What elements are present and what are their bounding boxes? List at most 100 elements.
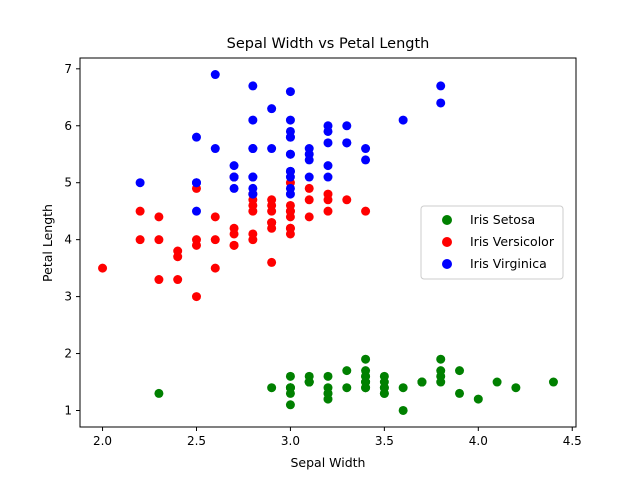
data-point-series-1 (304, 212, 314, 222)
data-point-series-2 (398, 115, 408, 125)
data-point-series-0 (436, 371, 446, 381)
data-point-series-2 (210, 144, 220, 154)
data-point-series-2 (285, 132, 295, 142)
data-point-series-2 (285, 172, 295, 182)
data-point-series-2 (191, 206, 201, 216)
data-point-series-2 (323, 138, 333, 148)
y-axis-label: Petal Length (40, 204, 55, 282)
data-point-series-1 (267, 257, 277, 267)
data-point-series-0 (548, 377, 558, 387)
x-tick-label: 2.0 (93, 434, 112, 448)
chart-title: Sepal Width vs Petal Length (227, 36, 430, 52)
data-point-series-1 (135, 206, 145, 216)
data-point-series-0 (455, 366, 465, 376)
data-point-series-1 (323, 189, 333, 199)
data-point-series-2 (229, 172, 239, 182)
data-point-series-0 (436, 354, 446, 364)
data-point-series-2 (323, 161, 333, 171)
data-point-series-0 (361, 377, 371, 387)
data-point-series-0 (285, 371, 295, 381)
data-point-series-2 (285, 189, 295, 199)
data-point-series-0 (379, 371, 389, 381)
data-point-series-2 (248, 115, 258, 125)
data-point-series-1 (135, 235, 145, 245)
data-point-series-0 (323, 383, 333, 393)
data-point-series-2 (436, 98, 446, 108)
data-point-series-2 (361, 155, 371, 165)
data-point-series-0 (455, 388, 465, 398)
axis-ticks: 2.0 2.5 3.0 3.5 4.0 4.5 1 2 3 4 5 6 7 (64, 62, 581, 448)
data-point-series-1 (191, 235, 201, 245)
data-point-series-2 (285, 115, 295, 125)
data-point-series-0 (511, 383, 521, 393)
data-point-series-0 (379, 388, 389, 398)
data-point-series-2 (342, 121, 352, 131)
data-point-series-1 (304, 183, 314, 193)
x-tick-label: 4.5 (563, 434, 582, 448)
data-point-series-2 (436, 81, 446, 91)
data-point-series-0 (285, 383, 295, 393)
data-point-series-0 (285, 400, 295, 410)
x-axis-label: Sepal Width (291, 455, 366, 470)
data-point-series-1 (229, 223, 239, 233)
plot-area-frame (79, 57, 577, 428)
data-point-series-0 (304, 377, 314, 387)
data-point-series-1 (173, 252, 183, 262)
y-tick-label: 2 (64, 347, 72, 361)
data-point-series-1 (267, 218, 277, 228)
data-point-series-0 (342, 383, 352, 393)
data-point-series-2 (361, 144, 371, 154)
x-tick-label: 3.5 (375, 434, 394, 448)
data-point-series-0 (398, 405, 408, 415)
data-point-series-0 (342, 366, 352, 376)
data-point-series-2 (267, 144, 277, 154)
data-point-series-1 (285, 223, 295, 233)
data-point-series-1 (304, 195, 314, 205)
data-point-series-2 (304, 155, 314, 165)
data-point-series-1 (210, 212, 220, 222)
y-tick-label: 7 (64, 62, 72, 76)
x-tick-label: 4.0 (469, 434, 488, 448)
data-point-series-0 (154, 388, 164, 398)
data-point-series-1 (229, 240, 239, 250)
data-point-series-2 (210, 70, 220, 80)
y-tick-label: 4 (64, 233, 72, 247)
data-point-series-0 (398, 383, 408, 393)
data-point-series-1 (154, 212, 164, 222)
data-point-series-1 (98, 263, 108, 273)
data-point-series-1 (323, 206, 333, 216)
y-tick-label: 6 (64, 119, 72, 133)
data-point-series-1 (191, 292, 201, 302)
data-point-series-2 (323, 172, 333, 182)
x-tick-label: 2.5 (187, 434, 206, 448)
data-point-series-2 (304, 172, 314, 182)
data-point-series-1 (154, 235, 164, 245)
data-point-series-2 (285, 149, 295, 159)
data-point-series-1 (285, 200, 295, 210)
data-point-series-2 (248, 172, 258, 182)
data-point-series-1 (248, 229, 258, 239)
data-point-series-2 (304, 144, 314, 154)
data-point-series-1 (210, 263, 220, 273)
y-tick-label: 1 (64, 403, 72, 417)
data-point-series-2 (191, 178, 201, 188)
data-point-series-0 (492, 377, 502, 387)
data-point-series-0 (323, 371, 333, 381)
legend-marker-virginica (442, 259, 452, 269)
data-point-series-1 (173, 275, 183, 285)
legend-label-versicolor: Iris Versicolor (470, 234, 555, 249)
data-point-series-2 (285, 87, 295, 97)
data-point-series-1 (248, 206, 258, 216)
data-point-series-2 (191, 132, 201, 142)
legend-box (420, 205, 564, 280)
legend-marker-setosa (442, 215, 452, 225)
data-point-series-1 (154, 275, 164, 285)
legend: Iris Setosa Iris Versicolor Iris Virgini… (420, 205, 564, 280)
data-point-series-0 (473, 394, 483, 404)
data-point-series-1 (267, 195, 277, 205)
data-point-series-2 (248, 81, 258, 91)
legend-label-virginica: Iris Virginica (470, 256, 547, 271)
data-point-series-0 (417, 377, 427, 387)
